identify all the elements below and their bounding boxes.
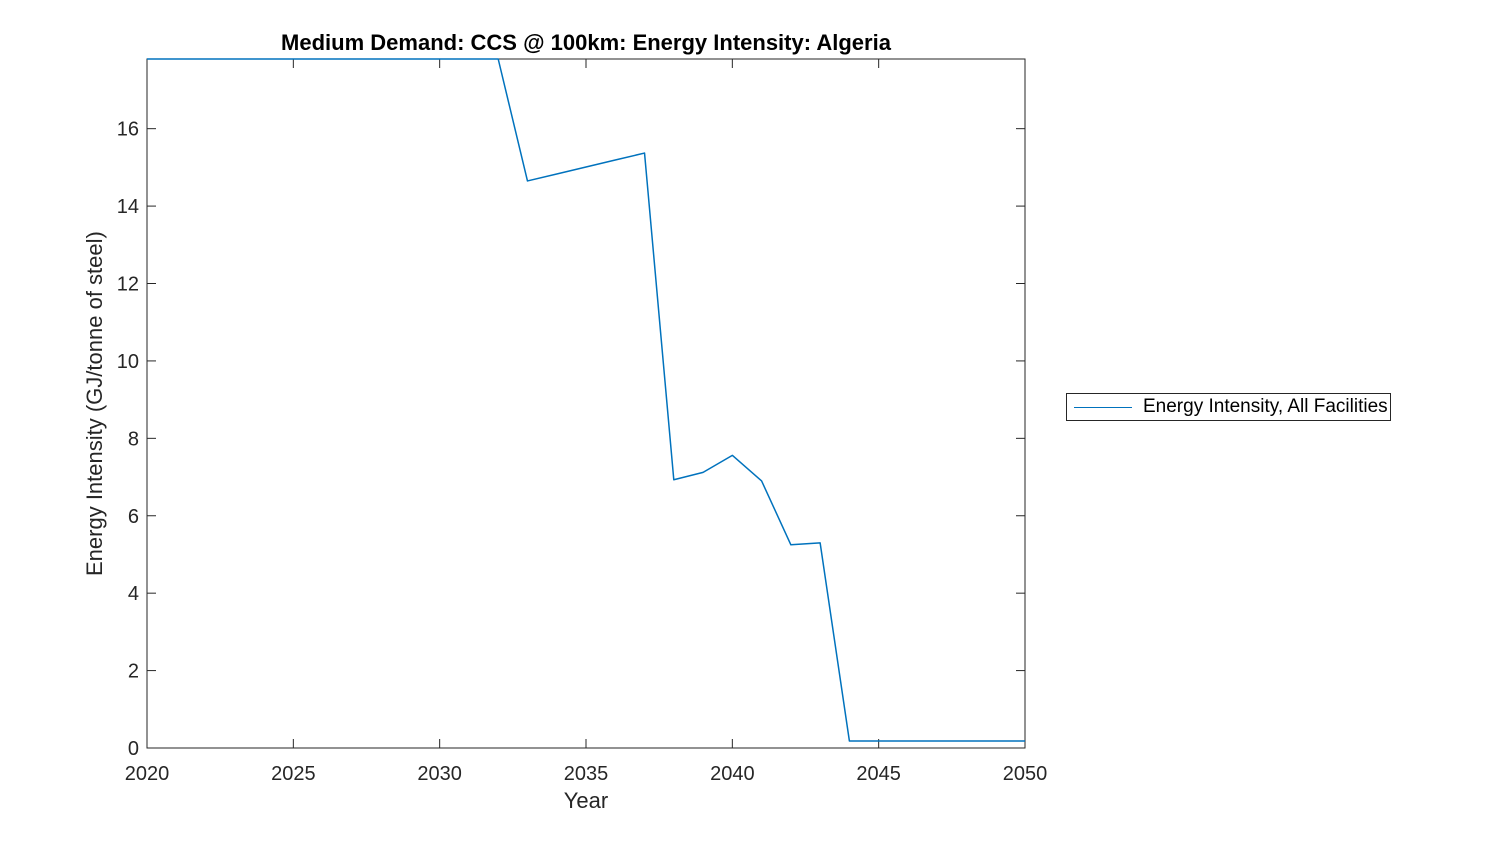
x-tick-label: 2030 — [417, 763, 462, 785]
y-tick-label: 0 — [128, 738, 139, 760]
x-tick-label: 2035 — [564, 763, 609, 785]
y-tick-label: 8 — [128, 428, 139, 450]
plot-box — [146, 58, 1026, 749]
y-tick-label: 2 — [128, 661, 139, 683]
y-tick-label: 14 — [117, 196, 139, 218]
chart-title: Medium Demand: CCS @ 100km: Energy Inten… — [281, 30, 891, 55]
x-tick-label: 2040 — [710, 763, 755, 785]
legend-entry-label: Energy Intensity, All Facilities — [1143, 396, 1388, 417]
legend: Energy Intensity, All Facilities — [1066, 393, 1391, 421]
x-tick-label: 2050 — [1003, 763, 1048, 785]
x-axis-label: Year — [563, 788, 609, 813]
y-tick-label: 12 — [117, 274, 139, 296]
legend-line-sample — [1074, 406, 1132, 408]
x-tick-label: 2020 — [125, 763, 170, 785]
x-tick-label: 2045 — [856, 763, 901, 785]
x-tick-label: 2025 — [271, 763, 316, 785]
y-tick-label: 16 — [117, 119, 139, 141]
y-tick-label: 4 — [128, 583, 139, 605]
y-tick-label: 6 — [128, 506, 139, 528]
y-tick-label: 10 — [117, 351, 139, 373]
y-axis-label: Energy Intensity (GJ/tonne of steel) — [82, 231, 107, 576]
series-line — [147, 58, 1025, 742]
